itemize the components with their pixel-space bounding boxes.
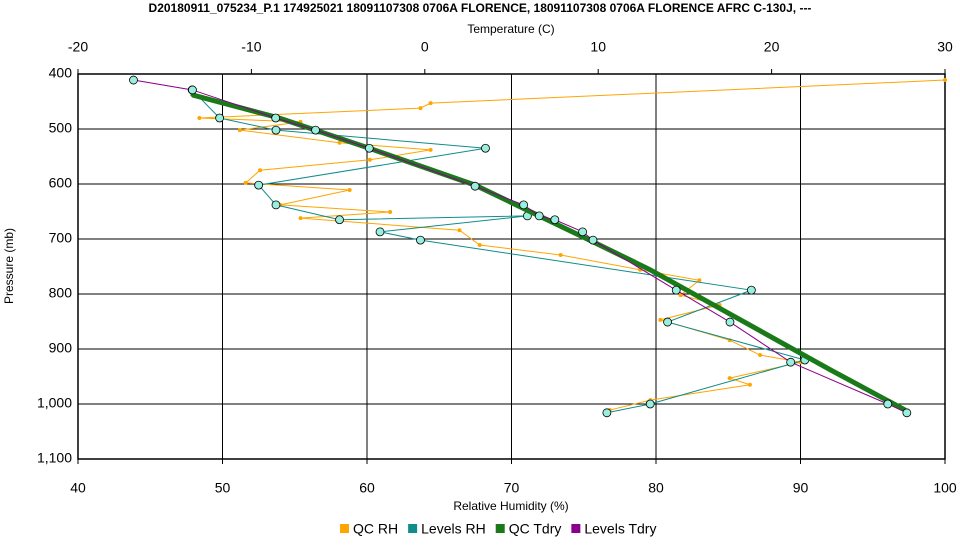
data-point bbox=[418, 106, 423, 111]
data-point bbox=[188, 85, 197, 95]
y-tick-label: 600 bbox=[49, 175, 73, 191]
data-point bbox=[477, 243, 482, 248]
legend-swatch bbox=[340, 524, 349, 533]
y-tick-label: 800 bbox=[49, 285, 73, 301]
data-point bbox=[364, 143, 374, 153]
data-point bbox=[481, 143, 490, 153]
data-point bbox=[727, 376, 732, 381]
data-point bbox=[725, 317, 735, 327]
legend-swatch bbox=[408, 524, 418, 533]
x2-axis-label: Temperature (C) bbox=[467, 22, 554, 36]
data-point bbox=[648, 267, 653, 272]
legend-label: Levels Tdry bbox=[584, 521, 656, 537]
data-point bbox=[738, 317, 743, 322]
data-point bbox=[828, 367, 833, 372]
series-line bbox=[199, 79, 946, 411]
x-tick-label: 60 bbox=[359, 480, 375, 496]
legend-label: Levels RH bbox=[421, 521, 486, 537]
y-tick-label: 900 bbox=[49, 340, 73, 356]
data-point bbox=[197, 116, 202, 120]
x-tick-label: 90 bbox=[793, 480, 809, 496]
data-point bbox=[746, 285, 756, 295]
data-point bbox=[243, 180, 248, 185]
data-point bbox=[602, 408, 612, 418]
data-point bbox=[129, 75, 138, 85]
data-point bbox=[697, 278, 702, 283]
data-point bbox=[347, 188, 352, 193]
data-point bbox=[558, 252, 563, 257]
legend-label: QC Tdry bbox=[509, 521, 562, 537]
x-tick-label: 100 bbox=[933, 480, 957, 496]
y-axis-label: Pressure (mb) bbox=[2, 228, 16, 304]
x-tick-label: 50 bbox=[215, 480, 231, 496]
y-tick-label: 500 bbox=[49, 120, 73, 136]
y-tick-label: 400 bbox=[49, 65, 73, 81]
data-point bbox=[271, 125, 281, 135]
data-point bbox=[428, 101, 433, 106]
data-point bbox=[215, 113, 225, 123]
data-point bbox=[519, 200, 529, 210]
data-point bbox=[588, 235, 598, 245]
data-point bbox=[678, 293, 683, 298]
x2-tick-label: 30 bbox=[937, 39, 953, 55]
data-point bbox=[311, 125, 320, 135]
y-tick-label: 1,100 bbox=[37, 450, 72, 466]
data-point bbox=[258, 168, 263, 173]
chart-title: D20180911_075234_P.1 174925021 180911073… bbox=[149, 1, 812, 15]
data-point bbox=[375, 227, 385, 237]
x2-tick-label: 10 bbox=[590, 39, 606, 55]
data-point bbox=[883, 399, 893, 409]
data-point bbox=[254, 180, 264, 190]
data-point bbox=[786, 357, 796, 367]
x-tick-label: 70 bbox=[504, 480, 520, 496]
data-point bbox=[758, 353, 763, 358]
data-point bbox=[470, 181, 480, 191]
data-point bbox=[578, 227, 587, 237]
data-point bbox=[298, 216, 303, 221]
data-point bbox=[367, 157, 372, 162]
series-line bbox=[133, 79, 908, 414]
data-point bbox=[747, 382, 752, 387]
y-tick-label: 1,000 bbox=[37, 395, 72, 411]
data-point bbox=[534, 211, 544, 221]
data-point bbox=[416, 235, 425, 245]
data-point bbox=[388, 210, 393, 215]
data-point bbox=[550, 215, 560, 225]
data-point bbox=[271, 113, 281, 123]
x-tick-label: 40 bbox=[70, 480, 86, 496]
x2-tick-label: 0 bbox=[421, 39, 429, 55]
data-point bbox=[457, 228, 462, 233]
data-point bbox=[663, 317, 672, 327]
data-point bbox=[645, 399, 655, 409]
x2-tick-label: 20 bbox=[764, 39, 780, 55]
data-point bbox=[335, 215, 344, 225]
x-axis-label: Relative Humidity (%) bbox=[453, 499, 568, 513]
legend-swatch bbox=[495, 524, 505, 533]
data-point bbox=[658, 317, 663, 322]
data-point bbox=[671, 285, 681, 295]
x-tick-label: 80 bbox=[648, 480, 664, 496]
data-point bbox=[428, 147, 433, 152]
data-point bbox=[337, 140, 342, 145]
data-point bbox=[237, 128, 242, 133]
data-point bbox=[943, 78, 947, 83]
x2-tick-label: -20 bbox=[68, 39, 88, 55]
plot-frame bbox=[77, 73, 946, 460]
x2-tick-label: -10 bbox=[241, 39, 261, 55]
legend-swatch bbox=[571, 524, 581, 533]
data-point bbox=[271, 200, 281, 210]
data-point bbox=[902, 408, 912, 418]
y-tick-label: 700 bbox=[49, 230, 73, 246]
legend-label: QC RH bbox=[353, 521, 398, 537]
